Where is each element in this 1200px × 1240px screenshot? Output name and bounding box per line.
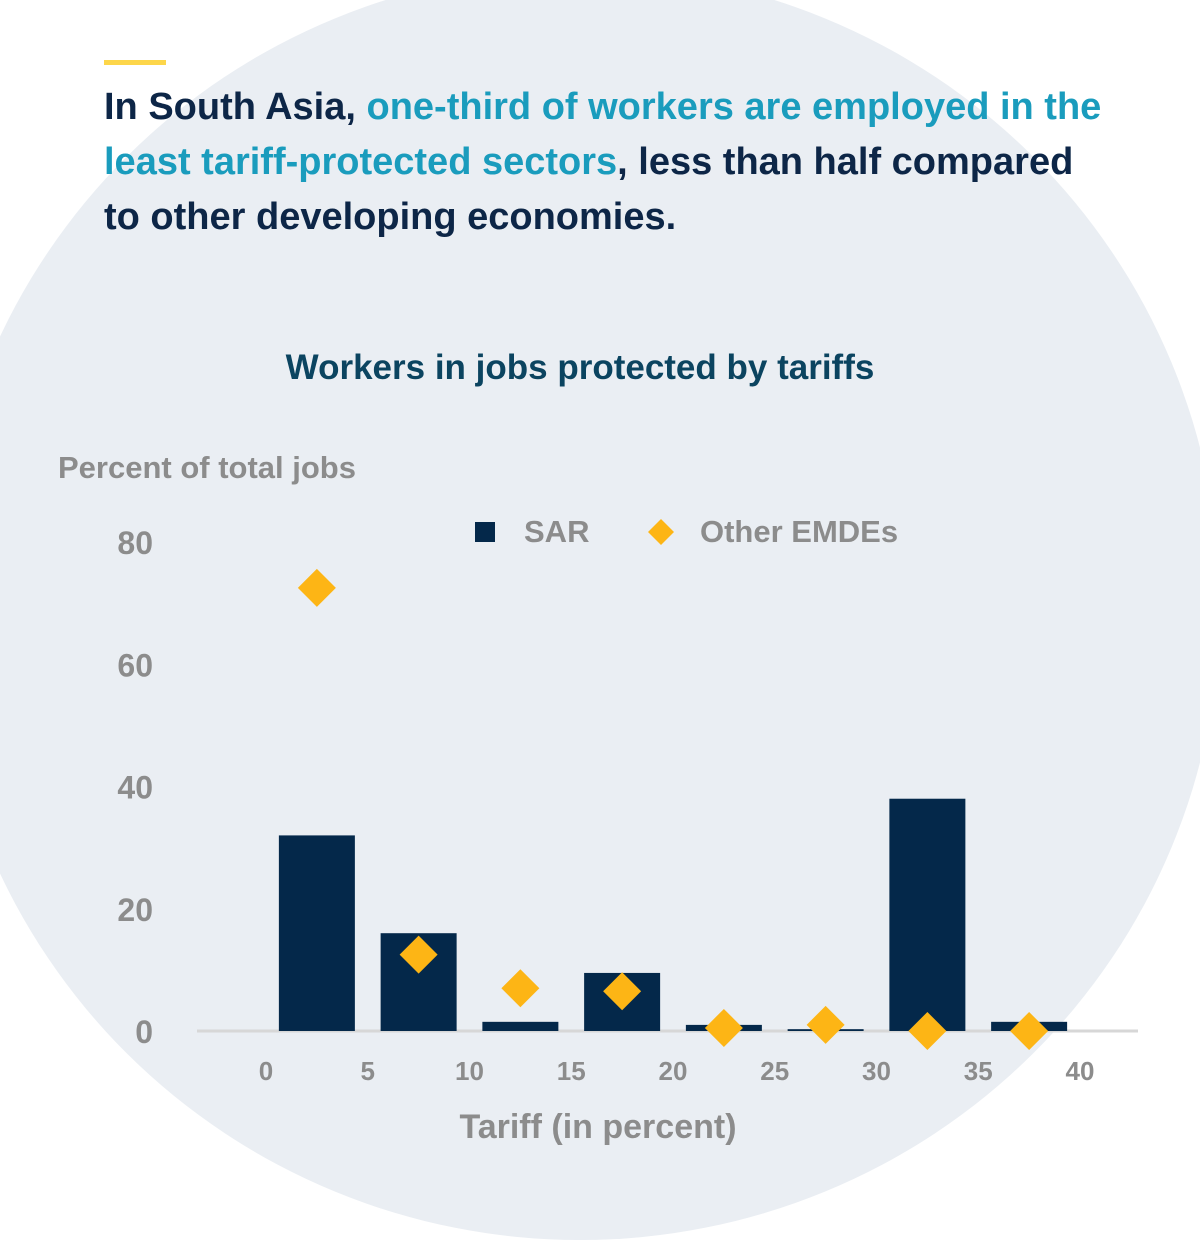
- other-emdes-marker: [704, 1008, 743, 1047]
- other-emdes-marker: [399, 935, 438, 974]
- sar-bars: [278, 798, 1068, 1031]
- legend-swatch-sar: [475, 522, 495, 542]
- other-emdes-marker: [501, 969, 540, 1008]
- legend-swatch-other-emdes: [648, 519, 674, 545]
- x-tick-label: 0: [259, 1056, 273, 1086]
- chart: Percent of total jobs Tariff (in percent…: [58, 450, 1138, 1146]
- other-emdes-marker: [297, 568, 336, 607]
- headline-highlight: one-third of workers are employed in the…: [104, 86, 1102, 183]
- x-axis-ticks: 0 5 10 15 20 25 30 35 40: [259, 1056, 1095, 1086]
- x-tick-label: 15: [557, 1056, 586, 1086]
- legend: SAR Other EMDEs: [475, 514, 898, 549]
- other-emdes-marker: [1010, 1012, 1049, 1050]
- headline: In South Asia, one-third of workers are …: [104, 80, 1104, 245]
- legend-label-sar: SAR: [524, 514, 589, 549]
- y-tick-label: 60: [117, 647, 153, 683]
- sar-bar: [278, 835, 355, 1031]
- other-emdes-marker: [603, 972, 642, 1011]
- x-axis-title: Tariff (in percent): [459, 1108, 736, 1146]
- x-tick-label: 35: [964, 1056, 993, 1086]
- other-emdes-marker: [806, 1005, 845, 1044]
- x-tick-label: 20: [659, 1056, 688, 1086]
- legend-label-other-emdes: Other EMDEs: [700, 514, 898, 549]
- x-tick-label: 5: [361, 1056, 375, 1086]
- other-emdes-marker: [908, 1012, 947, 1050]
- chart-title: Workers in jobs protected by tariffs: [285, 348, 875, 387]
- y-tick-label: 40: [117, 770, 153, 806]
- y-axis-ticks: 0 20 40 60 80: [117, 525, 153, 1050]
- x-tick-label: 10: [455, 1056, 484, 1086]
- accent-bar: [104, 60, 166, 65]
- sar-bar: [889, 798, 966, 1031]
- y-axis-title: Percent of total jobs: [58, 450, 356, 485]
- x-tick-label: 30: [862, 1056, 891, 1086]
- headline-text-end: , less than half compared to other devel…: [104, 141, 1074, 238]
- y-tick-label: 20: [117, 892, 153, 928]
- y-tick-label: 0: [135, 1014, 153, 1050]
- headline-text: In South Asia,: [104, 86, 367, 128]
- x-tick-label: 25: [760, 1056, 789, 1086]
- y-tick-label: 80: [117, 525, 153, 561]
- x-tick-label: 40: [1066, 1056, 1095, 1086]
- other-emdes-markers: [297, 568, 1049, 1050]
- sar-bar: [482, 1021, 559, 1031]
